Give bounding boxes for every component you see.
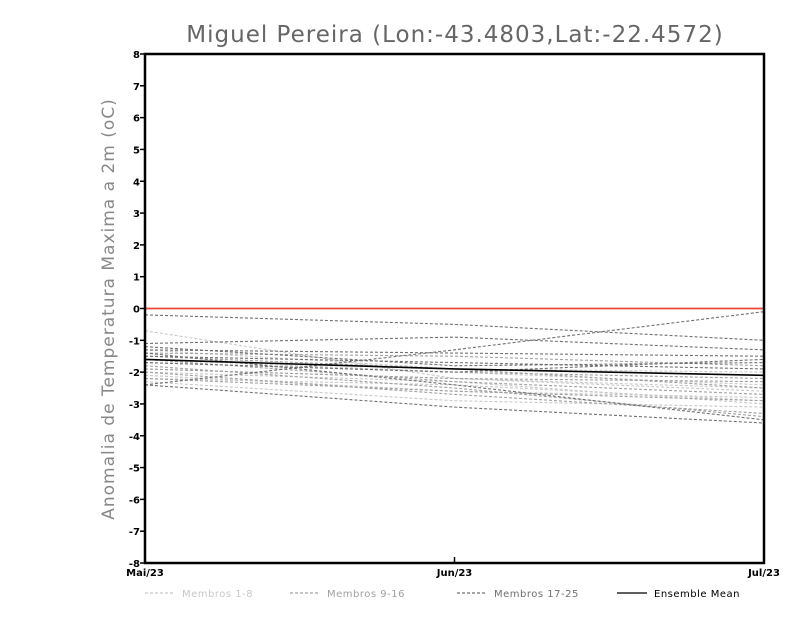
member-series-line: [144, 362, 765, 380]
member-series-line: [144, 358, 765, 395]
y-tick-label: -7: [129, 527, 140, 538]
y-tick-label: 1: [133, 273, 140, 284]
y-tick-label: -2: [129, 368, 140, 379]
member-series-line: [144, 371, 765, 405]
x-tick-label: Jul/23: [747, 568, 780, 579]
y-tick-label: -3: [129, 400, 140, 411]
member-series-line: [144, 384, 765, 424]
member-series-line: [144, 314, 765, 341]
member-series-line: [144, 311, 765, 386]
member-series-line: [144, 381, 765, 408]
y-tick-label: 2: [133, 241, 140, 252]
member-series-line: [144, 368, 765, 383]
member-series-line: [144, 352, 765, 367]
legend-label: Membros 1-8: [182, 589, 253, 600]
y-tick-label: 5: [133, 145, 140, 156]
y-tick-label: -8: [129, 559, 140, 570]
member-series-line: [144, 371, 765, 415]
y-tick-label: 4: [133, 177, 140, 188]
member-series-line: [144, 377, 765, 402]
legend-label: Membros 9-16: [327, 589, 405, 600]
legend-label: Ensemble Mean: [654, 589, 740, 600]
y-tick-label: -6: [129, 495, 140, 506]
plot-frame: [143, 52, 766, 565]
member-series-line: [144, 377, 765, 402]
ensemble-mean-line: [144, 358, 765, 377]
legend-label: Membros 17-25: [494, 589, 579, 600]
y-tick-label: 0: [133, 305, 140, 316]
x-axis-ticks: Mai/23 Jun/23 Jul/23: [126, 557, 780, 579]
series-layer: [144, 311, 765, 424]
member-series-line: [144, 349, 765, 357]
x-tick-label: Mai/23: [126, 568, 164, 579]
member-series-line: [144, 355, 765, 370]
chart-title: Miguel Pereira (Lon:-43.4803,Lat:-22.457…: [186, 22, 723, 48]
y-tick-label: -5: [129, 464, 140, 475]
y-tick-label: 6: [133, 114, 140, 125]
y-axis-ticks: 8 7 6 5 4 3 2 1 0 -1 -2 -3 -4 -5 -6 -7 -8: [129, 50, 145, 570]
y-tick-label: 7: [133, 82, 140, 93]
y-axis-label: Anomalia de Temperatura Maxima a 2m (oC): [99, 98, 119, 520]
member-series-line: [144, 358, 765, 373]
member-series-line: [144, 352, 765, 421]
member-series-line: [144, 355, 765, 389]
x-tick-label: Jun/23: [436, 568, 473, 579]
y-tick-label: 3: [133, 209, 140, 220]
legend: Membros 1-8 Membros 9-16 Membros 17-25 Ense…: [145, 589, 740, 600]
y-tick-label: -1: [129, 336, 140, 347]
y-tick-label: 8: [133, 50, 140, 61]
y-tick-label: -4: [129, 432, 140, 443]
member-series-line: [144, 336, 765, 351]
member-series-line: [144, 368, 765, 389]
